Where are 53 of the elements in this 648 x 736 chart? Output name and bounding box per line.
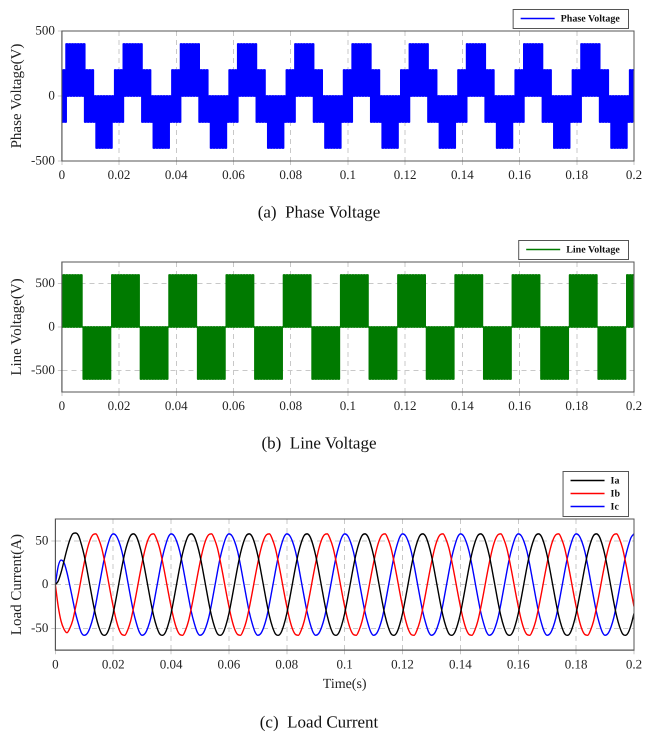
x-tick-label: 0.14 <box>450 167 474 182</box>
legend-label: Ia <box>610 476 620 487</box>
x-tick-label: 0.16 <box>506 656 530 672</box>
x-tick-label: 0.2 <box>626 167 642 182</box>
x-tick-label: 0.1 <box>336 656 353 672</box>
text: (c) Load Current <box>260 712 379 732</box>
x-tick-label: 0.18 <box>565 167 588 182</box>
x-tick-label: 0.2 <box>626 656 642 672</box>
legend-label: Phase Voltage <box>560 14 620 25</box>
x-tick-label: 0.18 <box>564 656 588 672</box>
x-tick-label: 0.18 <box>565 398 588 414</box>
x-tick-label: 0.12 <box>391 656 414 672</box>
y-axis-title: Load Current(A) <box>8 534 25 636</box>
x-tick-label: 0.08 <box>279 167 302 182</box>
x-tick-label: 0.1 <box>340 398 356 414</box>
x-tick-label: 0.02 <box>108 398 130 414</box>
y-tick-label: 50 <box>35 532 48 548</box>
legend-label: Ic <box>610 502 620 513</box>
x-tick-label: 0.08 <box>275 656 298 672</box>
x-tick-label: 0.16 <box>508 167 532 182</box>
y-tick-label: -50 <box>30 620 48 635</box>
x-tick-label: 0 <box>58 167 66 182</box>
x-tick-label: 0.14 <box>449 656 472 672</box>
x-tick-label: 0.1 <box>340 167 356 182</box>
text: (b) Line Voltage <box>261 433 377 452</box>
x-tick-label: 0.06 <box>222 167 246 182</box>
y-tick-label: 500 <box>35 275 55 290</box>
legend-label: Ib <box>610 488 620 500</box>
x-tick-label: 0.04 <box>160 656 183 672</box>
y-axis-title: Phase Voltage(V) <box>8 44 25 148</box>
x-tick-label: 0.06 <box>218 656 241 672</box>
y-tick-label: 0 <box>42 576 48 592</box>
x-tick-label: 0.04 <box>164 167 188 182</box>
x-tick-label: 0.04 <box>164 398 188 414</box>
y-tick-label: -500 <box>30 362 55 377</box>
y-tick-label: 0 <box>48 318 55 334</box>
text: (a) Phase Voltage <box>258 202 380 222</box>
x-tick-label: 0.16 <box>508 398 532 414</box>
x-tick-label: 0.06 <box>222 398 246 414</box>
x-tick-label: 0.2 <box>626 398 642 414</box>
x-tick-label: 0.08 <box>279 398 302 414</box>
legend-label: Line Voltage <box>566 244 620 256</box>
x-tick-label: 0.02 <box>102 656 125 672</box>
y-tick-label: 500 <box>35 22 55 38</box>
x-tick-label: 0.14 <box>450 398 474 414</box>
y-axis-title: Line Voltage(V) <box>8 278 25 376</box>
x-tick-label: 0.02 <box>108 167 130 182</box>
y-tick-label: -500 <box>30 152 55 168</box>
y-tick-label: 0 <box>48 87 55 102</box>
x-tick-label: 0.12 <box>394 167 417 182</box>
x-axis-title: Time(s) <box>322 676 367 692</box>
x-tick-label: 0 <box>58 398 66 414</box>
x-tick-label: 0.12 <box>394 398 417 414</box>
